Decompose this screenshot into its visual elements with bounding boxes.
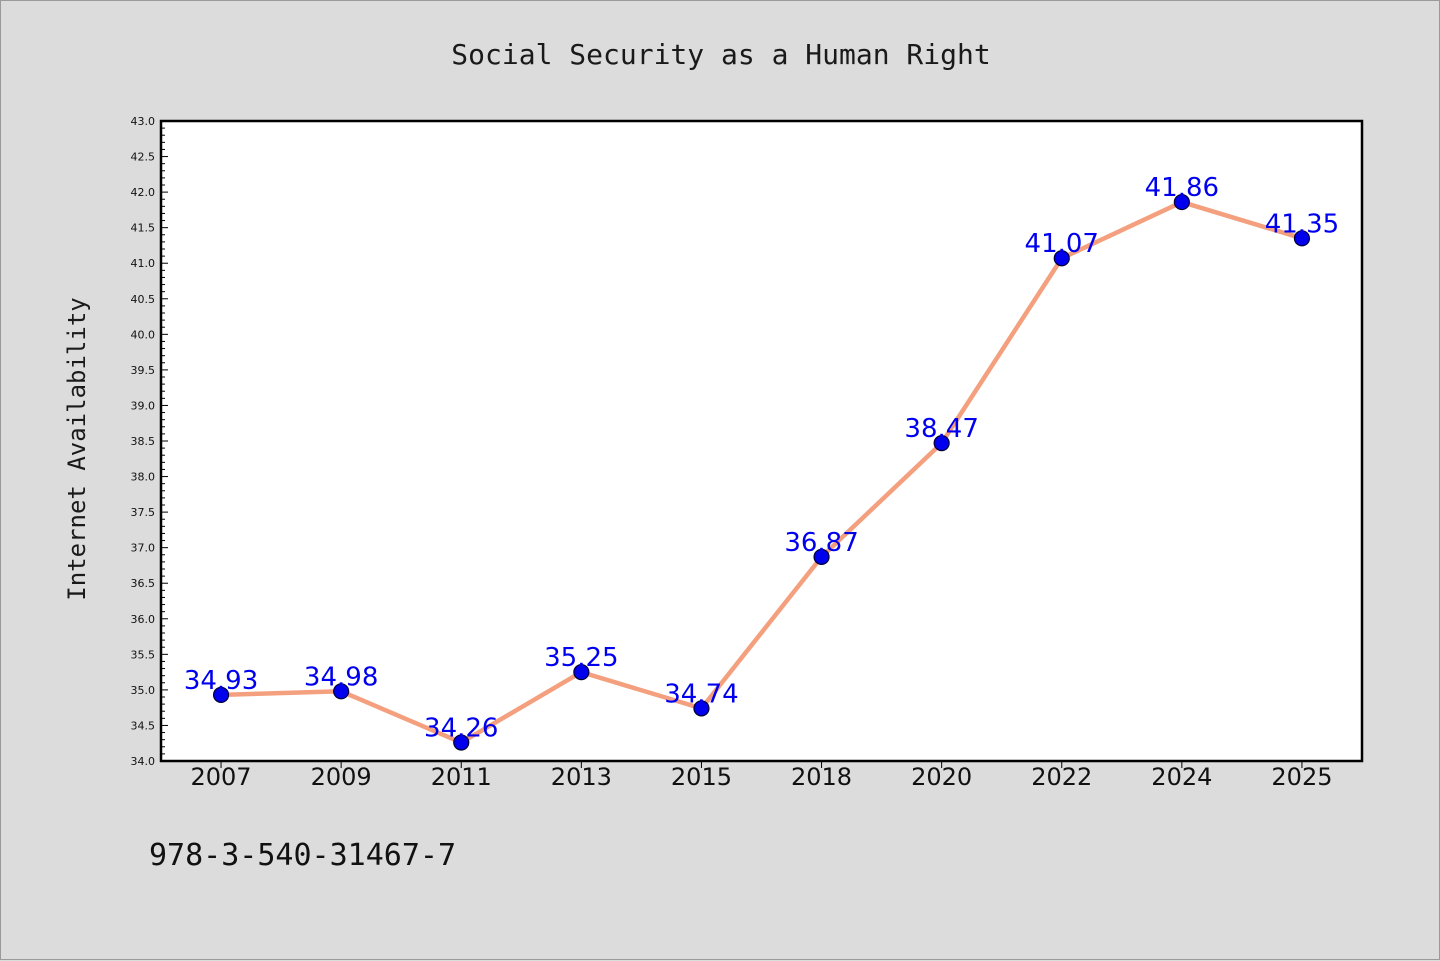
data-point: [693, 700, 710, 717]
series-layer: 34.93 34.98 34.26 35.25 34.74 36.87 38.47 41.07…: [184, 173, 1339, 751]
y-tick-label: 39.0: [131, 399, 156, 412]
data-point: [813, 548, 830, 566]
data-label: 36.87: [784, 528, 858, 558]
data-point: [453, 734, 470, 751]
y-tick-label: 42.5: [131, 151, 156, 164]
y-tick-label: 41.0: [131, 257, 156, 270]
y-tick-label: 39.5: [131, 364, 156, 377]
x-axis: 2007 2009 2011 2013 2015 2018 2020 2022 2024 2025: [191, 761, 1332, 791]
data-label: 35.25: [544, 643, 618, 673]
y-tick-label: 40.0: [131, 328, 156, 341]
y-tick-label: 35.5: [131, 648, 156, 661]
y-tick-label: 38.5: [131, 435, 156, 448]
y-tick-label: 36.5: [131, 577, 156, 590]
y-tick-label: 38.0: [131, 471, 156, 484]
data-point: [1173, 193, 1190, 211]
x-tick-label: 2009: [311, 763, 372, 791]
y-tick-label: 40.5: [131, 293, 156, 306]
plot-frame: [159, 119, 1364, 763]
data-point: [1293, 230, 1311, 247]
chart-title: Social Security as a Human Right: [451, 38, 990, 71]
y-tick-label: 41.5: [131, 222, 156, 235]
x-tick-label: 2007: [191, 763, 252, 791]
x-tick-label: 2011: [431, 763, 492, 791]
data-point: [933, 435, 950, 452]
isbn-footnote: 978-3-540-31467-7: [149, 838, 456, 873]
y-axis-label: Internet Availability: [63, 297, 91, 600]
y-tick-label: 34.5: [131, 719, 156, 732]
y-tick-label: 34.0: [131, 755, 156, 768]
plot-area: [161, 121, 1362, 761]
data-label: 41.86: [1145, 173, 1219, 203]
y-axis: 34.0 34.5 35.0 35.5 36.0 36.5 37.0 37.5 38.0 38.5…: [131, 115, 168, 768]
data-label: 34.93: [184, 666, 258, 696]
x-tick-label: 2025: [1271, 763, 1332, 791]
y-tick-label: 37.0: [131, 542, 156, 555]
x-tick-label: 2022: [1031, 763, 1092, 791]
data-label: 34.26: [424, 714, 498, 744]
data-point: [1053, 250, 1070, 267]
x-tick-label: 2015: [671, 763, 732, 791]
data-label: 38.47: [904, 414, 978, 444]
data-label: 41.35: [1265, 209, 1339, 239]
data-label: 34.74: [664, 679, 738, 709]
y-tick-label: 37.5: [131, 506, 156, 519]
x-tick-label: 2024: [1151, 763, 1212, 791]
series-line: [220, 199, 1303, 745]
data-point: [212, 686, 230, 703]
x-tick-label: 2013: [551, 763, 612, 791]
data-label: 34.98: [304, 662, 378, 692]
data-label: 41.07: [1025, 229, 1099, 259]
y-tick-label: 42.0: [131, 186, 156, 199]
data-point: [333, 683, 350, 700]
y-tick-label: 35.0: [131, 684, 156, 697]
y-tick-label: 36.0: [131, 613, 156, 626]
x-tick-label: 2018: [791, 763, 852, 791]
y-tick-label: 43.0: [131, 115, 156, 128]
data-point: [573, 664, 590, 681]
x-tick-label: 2020: [911, 763, 972, 791]
